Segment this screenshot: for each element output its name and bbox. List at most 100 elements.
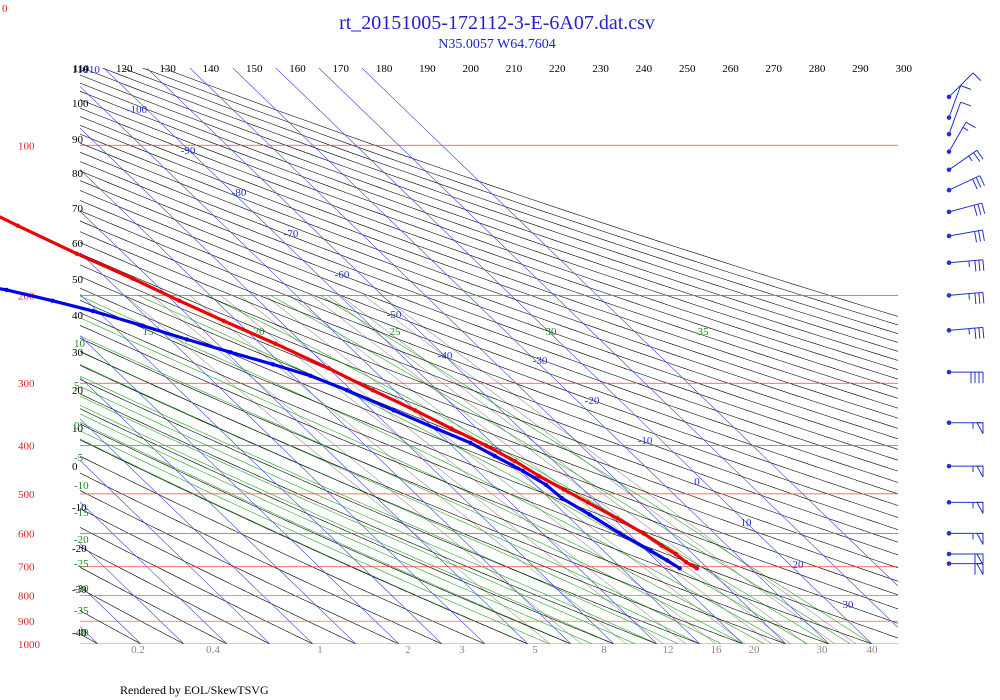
isotherm-line (80, 376, 357, 644)
wind-barb-station (946, 260, 952, 266)
dry-adiabat-line (80, 351, 787, 644)
wind-barb-half-feather (968, 260, 970, 268)
wind-barb-feather (972, 178, 978, 190)
mixing-ratio-label: 40 (867, 644, 879, 656)
moist-adiabat-label: 25 (390, 326, 402, 338)
pressure-tick-label: 400 (18, 441, 35, 453)
wind-barb-feather (982, 259, 985, 271)
wind-barb (946, 463, 984, 478)
dry-adiabat-line (80, 338, 830, 644)
dry-adiabat-line (80, 161, 898, 461)
wind-barb (946, 500, 984, 514)
isotherm-line (80, 127, 615, 644)
wind-barb-feather (965, 121, 976, 129)
isotherm-line (189, 68, 787, 644)
wind-barb-feather (981, 229, 985, 241)
dry-adiabat-line (80, 455, 486, 644)
dewpoint-point (648, 548, 653, 553)
wind-barb (946, 531, 984, 545)
temperature-point (177, 298, 182, 303)
wind-barb-feather (979, 175, 985, 186)
dry-adiabat-line (0, 68, 55, 644)
dry-adiabat-label: -40 (72, 627, 87, 639)
wind-barb-station (946, 115, 952, 120)
top-tick-label: 260 (722, 63, 739, 75)
wind-barb-feather (976, 150, 984, 160)
dewpoint-point (492, 453, 497, 459)
dry-adiabat-label: 0 (72, 461, 78, 473)
wind-barb-station (946, 233, 952, 239)
moist-adiabat-left-label: -20 (74, 534, 89, 546)
wind-barb (946, 101, 972, 137)
isotherm-line (80, 252, 486, 644)
wind-barb-half-feather (968, 293, 970, 300)
temperature-point (561, 487, 566, 492)
dry-adiabat-line (80, 133, 898, 429)
dry-adiabat-line (80, 82, 898, 371)
wind-barb (946, 175, 985, 193)
mixing-ratio-line (327, 295, 792, 644)
temperature-point (449, 426, 454, 431)
moist-adiabat-label: 35 (698, 326, 710, 338)
background-grid (0, 68, 898, 644)
dry-adiabat-line (80, 99, 898, 389)
wind-barb (946, 121, 976, 154)
wind-barb-shaft (948, 175, 981, 191)
isotherm-line (80, 460, 271, 644)
isotherms (80, 68, 898, 644)
wind-barb-shaft (948, 291, 983, 296)
wind-barb-shaft (948, 102, 962, 135)
wind-barb-station (946, 561, 952, 566)
dry-adiabat-line (0, 68, 12, 644)
wind-barb-station (946, 131, 952, 137)
dry-adiabat-label: -10 (72, 502, 87, 514)
temperature-point (512, 459, 518, 464)
temperature-point (370, 388, 376, 393)
temperature-point (412, 408, 418, 413)
dry-adiabat-line (122, 68, 898, 334)
dry-adiabat-label: 110 (72, 64, 89, 76)
dry-adiabat-label: -20 (72, 543, 87, 555)
chart-title: rt_20151005-172112-3-E-6A07.dat.csv (339, 12, 655, 34)
moist-adiabat-line (80, 413, 593, 644)
wind-barb (946, 149, 984, 173)
dry-adiabat-line (82, 68, 898, 352)
dewpoint-point (617, 531, 623, 536)
wind-barb-feather (973, 204, 978, 216)
dewpoint-point (270, 362, 276, 367)
corner-label: 0 (2, 3, 8, 15)
dry-adiabat-label: 70 (72, 203, 84, 215)
moist-adiabat-left-label: -5 (74, 452, 84, 464)
dewpoint-point (677, 566, 682, 571)
moist-adiabat-line (80, 335, 744, 644)
dry-adiabat-line (80, 90, 898, 380)
wind-barb-pennant (976, 553, 984, 566)
temperature-point (273, 341, 278, 346)
wind-barb-station (946, 187, 952, 193)
temperature-point (483, 443, 489, 448)
dewpoint-point (665, 558, 670, 563)
moist-adiabat-line (80, 395, 636, 644)
dry-adiabat-line (80, 364, 744, 644)
dry-adiabat-line (80, 253, 898, 569)
wind-barb-station (946, 94, 952, 100)
isotherm-line (103, 68, 701, 644)
dry-adiabat-line (80, 439, 529, 644)
wind-barb-feather (973, 152, 981, 162)
dry-adiabat-line (80, 124, 898, 419)
wind-barb-feather (978, 260, 981, 272)
wind-barb (946, 85, 972, 120)
dewpoint-profile (0, 287, 682, 571)
wind-barb-feather (972, 72, 982, 82)
wind-barb-half-feather (968, 328, 970, 335)
temperature-point (659, 543, 664, 548)
wind-barb (946, 259, 985, 272)
top-tick-label: 210 (506, 63, 523, 75)
temperature-point (221, 318, 226, 324)
top-tick-label: 140 (203, 63, 220, 75)
dry-adiabat-line (80, 74, 898, 361)
wind-barb (946, 72, 982, 100)
wind-barb-pennant (976, 532, 984, 545)
top-tick-label: 300 (895, 63, 912, 75)
